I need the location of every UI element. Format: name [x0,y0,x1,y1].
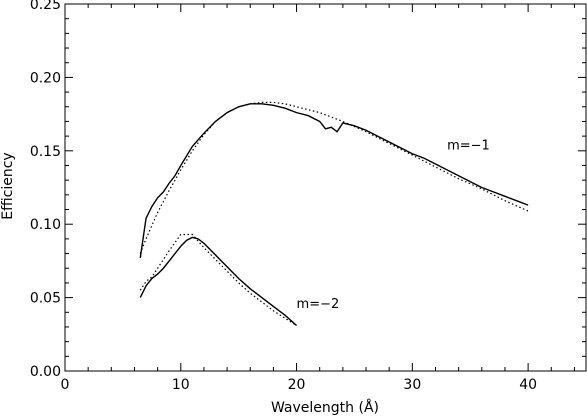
x-tick-label: 0 [61,377,70,393]
y-tick-label: 0.25 [30,0,61,13]
series-line-3-solid [139,236,298,327]
order-annotation: m=−2 [297,297,340,312]
chart-series [139,101,529,327]
y-tick-label: 0.20 [30,70,61,86]
axis-ticks: 0 10 20 30 40 0.00 0.05 0.10 0.15 0.20 0.25 [30,0,586,393]
chart-annotations: m=−1 m=−2 [297,138,490,312]
x-tick-label: 20 [288,377,306,393]
plot-frame [64,3,587,372]
x-tick-label: 40 [519,377,537,393]
y-tick-label: 0.05 [30,291,61,307]
y-tick-label: 0.10 [30,217,61,233]
y-axis-label: Efficiency [0,152,16,219]
order-annotation: m=−1 [447,138,490,153]
y-tick-label: 0.15 [30,144,61,160]
x-tick-label: 10 [172,377,190,393]
series-line-2-dotted [139,101,529,254]
plot-axes [64,3,587,372]
series-line-4-dotted [139,233,297,326]
x-tick-label: 30 [403,377,421,393]
x-axis-label: Wavelength (Å) [271,399,379,416]
y-tick-label: 0.00 [30,364,61,380]
series-line-1-solid [139,103,529,259]
